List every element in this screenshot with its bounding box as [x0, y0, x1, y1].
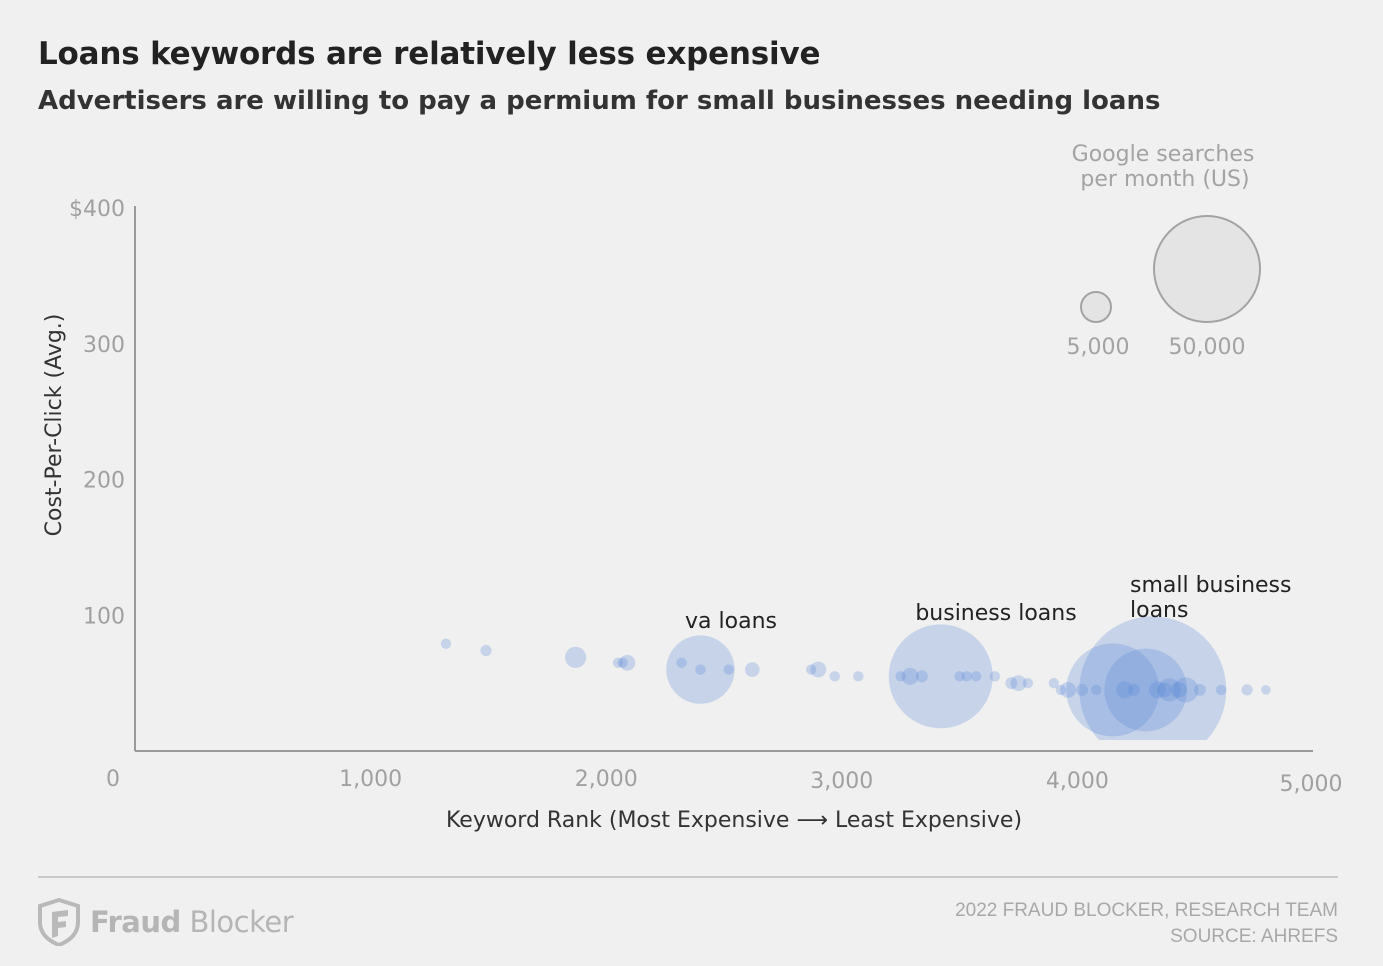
- data-point: [612, 657, 624, 668]
- y-tick-label: 100: [83, 604, 125, 629]
- annotation-line: loans: [1130, 598, 1188, 623]
- source-credit: 2022 FRAUD BLOCKER, RESEARCH TEAM SOURCE…: [955, 898, 1338, 950]
- data-point: [961, 671, 972, 682]
- data-point: [1022, 677, 1034, 689]
- annotation-layer: va loans business loans small business loan…: [685, 573, 1291, 634]
- data-point: [970, 671, 982, 682]
- x-tick-label: 4,000: [1046, 769, 1109, 794]
- data-point: [1261, 685, 1271, 695]
- data-point: [989, 671, 1001, 682]
- tick-labels: 0 1,000 2,000 3,000 4,000 5,000 100 200 300 $400 K…: [42, 197, 1342, 833]
- data-point: [915, 670, 928, 683]
- annotation-line: small business: [1130, 573, 1291, 598]
- annotation-line: va loans: [685, 609, 777, 634]
- y-tick-label: 300: [83, 333, 125, 358]
- data-point: [744, 662, 760, 677]
- data-point: [810, 661, 827, 678]
- legend-small-label: 5,000: [1067, 335, 1130, 360]
- data-point: [895, 671, 906, 682]
- data-point: [564, 646, 587, 668]
- data-point: [805, 664, 817, 675]
- x-tick-label: 1,000: [339, 767, 402, 792]
- point-annotation: small business loans: [1130, 573, 1291, 623]
- data-point: [676, 657, 687, 668]
- data-point: [853, 671, 864, 682]
- data-point: [695, 664, 706, 675]
- chart-title: Loans keywords are relatively less expen…: [38, 36, 821, 72]
- legend-title-line2: per month (US): [1080, 167, 1249, 192]
- data-point: [1055, 684, 1067, 696]
- data-point: [1170, 681, 1187, 698]
- data-point: [1010, 675, 1027, 692]
- annotation-line: business loans: [915, 601, 1076, 626]
- data-point: [1104, 648, 1188, 732]
- data-point: [480, 644, 492, 657]
- x-tick-label: 0: [106, 767, 120, 792]
- data-point: [1193, 683, 1206, 696]
- legend-large-bubble: [1153, 215, 1261, 323]
- data-point: [617, 657, 628, 668]
- data-point: [1127, 683, 1140, 696]
- data-point: [666, 635, 735, 704]
- brand-wordmark: Fraud Blocker: [90, 905, 294, 939]
- source-line: SOURCE: AHREFS: [1170, 926, 1338, 947]
- data-point: [1241, 684, 1253, 696]
- credit-line: 2022 FRAUD BLOCKER, RESEARCH TEAM: [955, 900, 1338, 921]
- data-point: [888, 624, 993, 729]
- brand-bold: Fraud: [90, 905, 181, 939]
- y-tick-label: 200: [83, 469, 125, 494]
- bubble-layer: [440, 616, 1271, 740]
- data-point: [1005, 677, 1018, 690]
- data-point: [440, 638, 452, 649]
- data-point: [619, 654, 636, 671]
- data-point: [1048, 677, 1060, 689]
- x-tick-label: 3,000: [810, 769, 873, 794]
- data-point: [1157, 678, 1181, 702]
- data-point: [829, 671, 840, 682]
- legend-small-bubble: [1080, 291, 1112, 323]
- data-point: [1116, 681, 1134, 699]
- legend-title-line1: Google searches: [1072, 142, 1255, 167]
- y-tick-label: $400: [69, 197, 125, 222]
- axes: [134, 206, 1313, 752]
- data-point: [1149, 681, 1166, 699]
- x-tick-label: 5,000: [1280, 772, 1343, 797]
- footer-divider: [38, 876, 1338, 878]
- data-point: [1173, 677, 1199, 703]
- chart-subtitle: Advertisers are willing to pay a permium…: [38, 86, 1161, 116]
- brand-logo: Fraud Blocker: [38, 898, 294, 946]
- data-point: [1157, 682, 1172, 698]
- data-point: [901, 667, 919, 685]
- shield-icon: [38, 898, 80, 946]
- legend-large-label: 50,000: [1169, 335, 1246, 360]
- x-axis-title: Keyword Rank (Most Expensive ⟶ Least Exp…: [446, 808, 1022, 833]
- data-point: [1076, 683, 1089, 696]
- x-tick-label: 2,000: [575, 767, 638, 792]
- scatter-chart: 0 1,000 2,000 3,000 4,000 5,000 100 200 300 $400 K…: [42, 142, 1342, 833]
- data-point: [1079, 616, 1227, 740]
- data-point: [1091, 684, 1102, 696]
- data-point: [1215, 684, 1227, 696]
- y-axis-title: Cost-Per-Click (Avg.): [42, 314, 67, 537]
- data-point: [1066, 643, 1160, 737]
- point-annotation: va loans: [685, 609, 777, 634]
- data-point: [954, 671, 965, 682]
- data-point: [1060, 681, 1076, 698]
- brand-light: Blocker: [180, 905, 294, 939]
- point-annotation: business loans: [915, 601, 1076, 626]
- data-point: [723, 664, 734, 675]
